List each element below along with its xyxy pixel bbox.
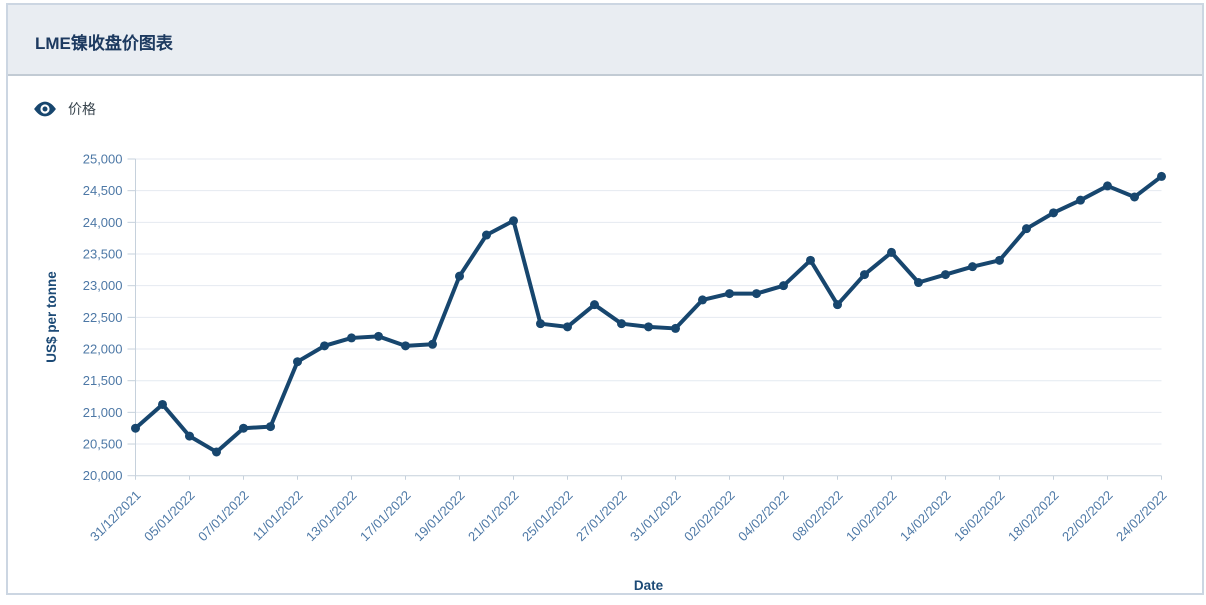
chart-header: LME镍收盘价图表 (8, 5, 1202, 76)
legend-item-price[interactable]: 价格 (33, 99, 96, 119)
chart-title: LME镍收盘价图表 (35, 34, 173, 53)
eye-icon (33, 99, 57, 119)
chart-card: LME镍收盘价图表 价格 (6, 3, 1204, 595)
legend-label: 价格 (68, 101, 96, 117)
